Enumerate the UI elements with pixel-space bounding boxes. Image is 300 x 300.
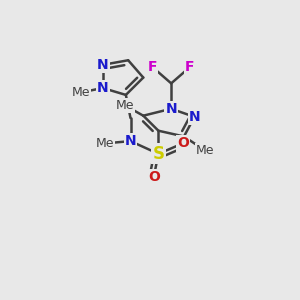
Text: N: N bbox=[97, 81, 108, 95]
Text: Me: Me bbox=[196, 144, 214, 157]
Text: F: F bbox=[148, 60, 157, 74]
Text: S: S bbox=[152, 145, 164, 163]
Text: Me: Me bbox=[96, 137, 114, 150]
Text: Me: Me bbox=[116, 99, 134, 112]
Text: O: O bbox=[148, 170, 160, 184]
Text: N: N bbox=[97, 58, 108, 72]
Text: N: N bbox=[189, 110, 200, 124]
Text: Me: Me bbox=[71, 86, 90, 99]
Text: O: O bbox=[177, 136, 189, 150]
Text: N: N bbox=[165, 102, 177, 116]
Text: N: N bbox=[125, 134, 136, 148]
Text: F: F bbox=[185, 60, 194, 74]
